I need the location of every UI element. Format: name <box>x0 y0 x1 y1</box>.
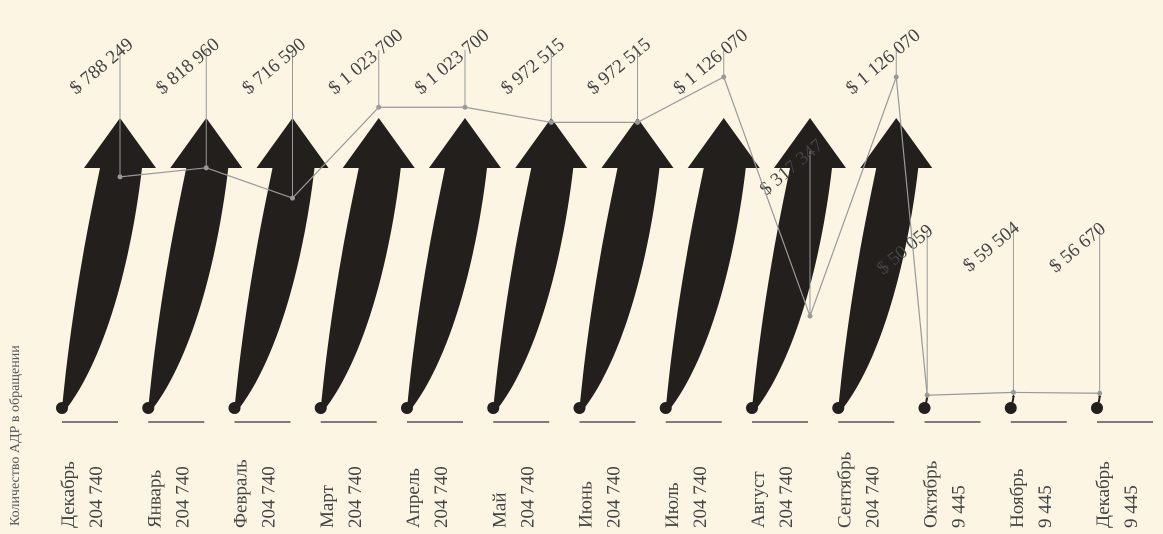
dot <box>832 402 845 414</box>
dot <box>56 402 68 414</box>
dot <box>918 402 931 414</box>
value-label: $ 972 515 <box>583 34 655 99</box>
dot <box>1091 402 1103 414</box>
value-point <box>548 119 554 125</box>
dot <box>746 402 758 414</box>
dot <box>487 402 500 414</box>
arrow <box>234 118 329 408</box>
value-label: $ 1 023 700 <box>324 25 407 99</box>
count-label: 9 445 <box>949 485 970 528</box>
value-point <box>721 74 727 80</box>
dot <box>1004 402 1017 414</box>
month-label: Март <box>317 484 338 528</box>
dot <box>314 402 327 414</box>
arrow <box>407 118 501 408</box>
value-label: $ 972 515 <box>497 34 569 99</box>
month-label: Август <box>748 471 769 528</box>
dot <box>142 402 155 414</box>
month-label: Июнь <box>576 481 597 528</box>
value-label: $ 818 960 <box>152 34 224 99</box>
dot <box>401 402 413 414</box>
arrow <box>752 118 846 408</box>
value-label: $ 716 590 <box>238 34 310 99</box>
arrow <box>320 118 415 408</box>
value-point <box>203 165 209 171</box>
value-label: $ 1 126 070 <box>669 25 752 99</box>
arrow <box>838 118 933 408</box>
value-label: $ 59 504 <box>959 217 1024 276</box>
arrow <box>579 118 674 408</box>
arrow <box>665 118 760 408</box>
count-label: 204 740 <box>776 466 797 528</box>
value-label: $ 788 249 <box>66 34 138 99</box>
value-point <box>635 119 640 125</box>
count-label: 204 740 <box>86 466 107 528</box>
dot <box>659 402 672 414</box>
month-label: Январь <box>144 470 165 528</box>
month-label: Декабрь <box>1093 461 1114 528</box>
count-label: 204 740 <box>690 466 711 528</box>
month-label: Июль <box>662 482 683 528</box>
month-label: Ноябрь <box>1007 468 1028 528</box>
value-point <box>290 195 295 201</box>
dot <box>228 402 241 414</box>
count-label: 204 740 <box>172 466 193 528</box>
month-label: Апрель <box>403 468 424 528</box>
y-axis-label: Количество АДР в обращении <box>8 345 23 526</box>
arrow <box>148 118 243 408</box>
count-label: 9 445 <box>1035 485 1056 528</box>
value-point <box>1010 389 1016 395</box>
count-label: 204 740 <box>517 466 538 528</box>
value-point <box>117 174 123 180</box>
count-label: 204 740 <box>431 466 452 528</box>
value-point <box>462 104 468 110</box>
arrow <box>62 118 156 408</box>
month-label: Сентябрь <box>834 452 855 528</box>
count-label: 9 445 <box>1121 485 1142 528</box>
month-label: Октябрь <box>921 460 942 528</box>
value-point <box>376 104 382 110</box>
month-label: Декабрь <box>58 461 79 528</box>
value-point <box>807 313 813 319</box>
count-label: 204 740 <box>345 466 366 528</box>
value-label: $ 1 126 070 <box>842 25 925 99</box>
count-label: 204 740 <box>604 466 625 528</box>
value-label: $ 1 023 700 <box>411 25 494 99</box>
count-label: 204 740 <box>862 466 883 528</box>
value-point <box>924 392 930 398</box>
arrow <box>493 118 588 408</box>
value-point <box>893 74 899 80</box>
value-point <box>1097 390 1103 396</box>
dot <box>573 402 586 414</box>
month-label: Май <box>489 493 510 529</box>
count-label: 204 740 <box>259 466 280 528</box>
month-label: Февраль <box>231 459 252 528</box>
